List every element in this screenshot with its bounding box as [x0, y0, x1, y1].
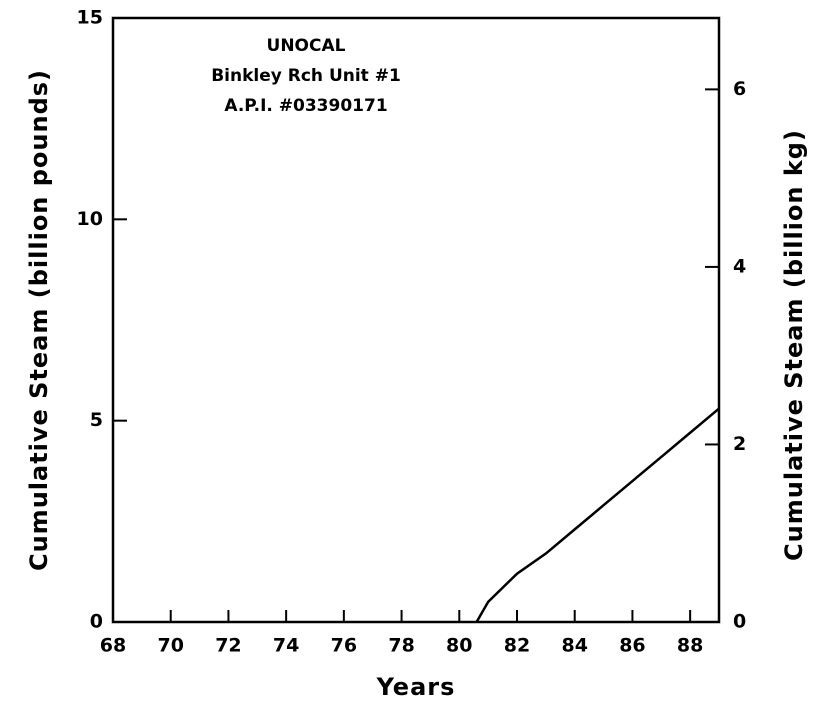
y-tick-label: 10 — [77, 208, 103, 230]
y2-tick-label: 0 — [733, 611, 746, 633]
y-axis-label: Cumulative Steam (billion pounds) — [25, 69, 53, 571]
y2-tick-label: 4 — [733, 255, 746, 277]
x-tick-label: 78 — [388, 635, 414, 657]
data-line — [475, 407, 720, 623]
x-tick-label: 80 — [446, 635, 472, 657]
x-tick-label: 68 — [100, 635, 126, 657]
y-tick-label: 0 — [90, 611, 103, 633]
annotation: A.P.I. #03390171 — [224, 96, 387, 116]
x-tick-label: 76 — [331, 635, 357, 657]
y-tick-label: 5 — [90, 409, 103, 431]
x-axis-label: Years — [376, 673, 456, 701]
x-tick-label: 84 — [561, 635, 587, 657]
x-tick-label: 70 — [157, 635, 183, 657]
x-tick-label: 88 — [677, 635, 703, 657]
y2-axis-label: Cumulative Steam (billion kg) — [780, 129, 808, 561]
y2-tick-label: 2 — [733, 433, 746, 455]
annotation: Binkley Rch Unit #1 — [211, 66, 401, 86]
plot-frame — [111, 16, 721, 624]
x-tick-label: 82 — [504, 635, 530, 657]
x-tick-label: 74 — [273, 635, 299, 657]
x-tick-label: 72 — [215, 635, 241, 657]
annotation: UNOCAL — [267, 36, 346, 56]
y2-tick-label: 6 — [733, 78, 746, 100]
x-tick-label: 86 — [619, 635, 645, 657]
y-tick-label: 15 — [77, 7, 103, 29]
